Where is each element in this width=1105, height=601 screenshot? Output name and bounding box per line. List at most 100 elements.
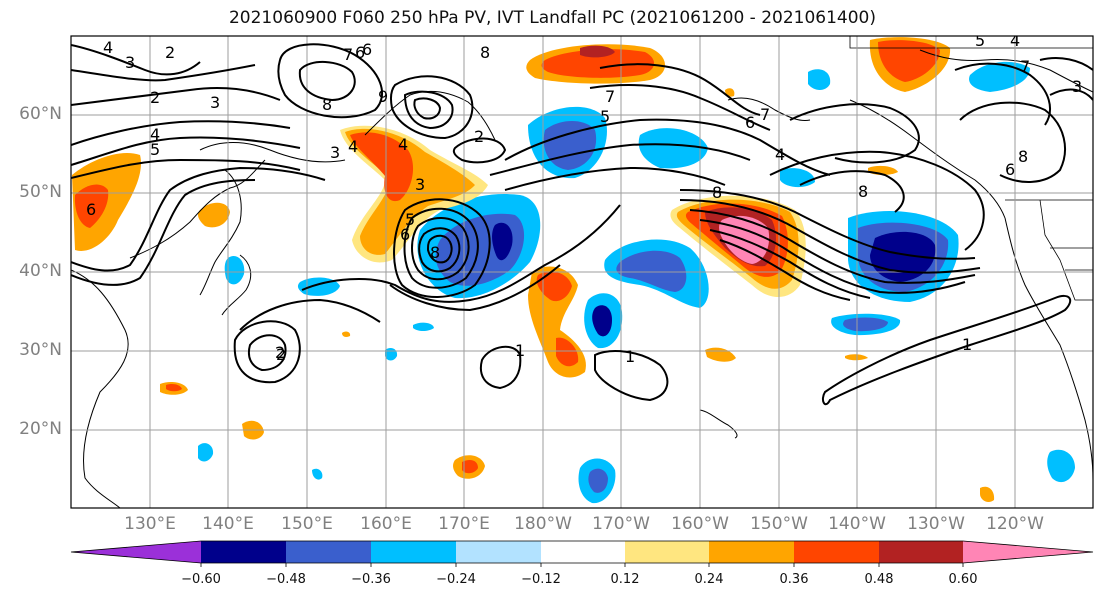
negative-anomaly-area <box>312 468 323 480</box>
contour-label: 1 <box>515 341 525 360</box>
lon-label-120w: 120°W <box>986 514 1044 534</box>
contour-label: 7 <box>1020 57 1030 76</box>
contour-label: 5 <box>600 107 610 126</box>
pv-contours <box>71 43 1093 406</box>
negative-anomaly-max <box>592 305 612 337</box>
positive-anomaly-area <box>197 202 230 228</box>
colorbar-tick-label: −0.24 <box>436 572 476 587</box>
positive-anomaly-area <box>980 486 995 503</box>
colorbar-segment <box>456 541 541 563</box>
lon-label-150e: 150°E <box>281 514 333 534</box>
positive-anomaly-core <box>878 40 940 82</box>
contour-label: 1 <box>962 335 972 354</box>
lat-label-40n: 40°N <box>19 261 62 281</box>
negative-anomaly-core <box>588 468 608 493</box>
negative-anomaly-core <box>616 250 687 292</box>
contour-label: 4 <box>398 135 408 154</box>
contour-label: 6 <box>355 43 365 62</box>
lat-label-50n: 50°N <box>19 182 62 202</box>
negative-anomaly-area <box>638 128 708 169</box>
contour-label: 4 <box>150 125 160 144</box>
lon-label-130e: 130°E <box>124 514 176 534</box>
lon-label-160w: 160°W <box>671 514 729 534</box>
contour-label: 3 <box>1072 77 1082 96</box>
positive-anomaly-core <box>350 132 414 202</box>
colorbar-segment <box>794 541 879 563</box>
contour-label: 7 <box>343 45 353 64</box>
contour-label: 2 <box>275 343 285 362</box>
positive-anomaly-max <box>580 45 615 58</box>
colorbar-segment <box>709 541 794 563</box>
contour-label: 3 <box>415 175 425 194</box>
contour-label: 9 <box>378 87 388 106</box>
positive-anomaly-core <box>556 337 579 367</box>
positive-anomaly-core <box>166 384 182 392</box>
contour-label: 4 <box>103 38 113 57</box>
contour-label: 4 <box>775 145 785 164</box>
contour-label: 2 <box>165 43 175 62</box>
colorbar-segment <box>71 541 201 563</box>
gridlines <box>71 36 1093 508</box>
positive-anomaly-core <box>536 271 572 302</box>
contour-label: 4 <box>1010 31 1020 50</box>
colorbar-tick-label: 0.48 <box>864 572 894 587</box>
lon-label-170e: 170°E <box>438 514 490 534</box>
contour-label: 8 <box>480 43 490 62</box>
contour-label: 8 <box>1018 147 1028 166</box>
colorbar-segment <box>879 541 963 563</box>
contour-label: 5 <box>150 140 160 159</box>
lon-label-140e: 140°E <box>202 514 254 534</box>
borders <box>849 36 1093 301</box>
positive-anomaly-core <box>541 49 655 78</box>
colorbar-segment <box>963 541 1093 563</box>
lat-label-30n: 30°N <box>19 340 62 360</box>
colorbar-tick-label: −0.36 <box>351 572 391 587</box>
colorbar-tick-label: 0.36 <box>779 572 809 587</box>
contour-label: 6 <box>362 40 372 59</box>
contour-label: 7 <box>605 87 615 106</box>
colorbar-ticks <box>200 563 964 567</box>
contour-label: 4 <box>348 137 358 156</box>
coastlines <box>71 49 1093 508</box>
colorbar-tick-label: 0.12 <box>610 572 640 587</box>
contour-label: 7 <box>760 105 770 124</box>
contour-label: 5 <box>405 210 415 229</box>
colorbar-segment <box>201 541 286 563</box>
colorbar-segment <box>625 541 709 563</box>
lon-label-160e: 160°E <box>360 514 412 534</box>
colorbar <box>70 540 1094 567</box>
negative-anomaly-area <box>413 322 434 331</box>
map-title: 2021060900 F060 250 hPa PV, IVT Landfall… <box>228 8 876 28</box>
contour-label: 1 <box>625 347 635 366</box>
contour-labels: 4 3 2 2 3 4 5 3 4 6 6 7 6 8 9 2 3 4 5 6 … <box>86 31 1082 366</box>
colorbar-tick-label: 0.24 <box>694 572 724 587</box>
contour-label: 2 <box>474 127 484 146</box>
lon-label-150w: 150°W <box>750 514 808 534</box>
contour-label: 8 <box>712 183 722 202</box>
contour-label: 3 <box>330 143 340 162</box>
contour-label: 8 <box>430 243 440 262</box>
colorbar-tick-label: −0.60 <box>181 572 221 587</box>
positive-anomaly-core <box>462 460 478 474</box>
negative-anomaly-area <box>224 255 245 285</box>
map-layers: 4 3 2 2 3 4 5 3 4 6 6 7 6 8 9 2 3 4 5 6 … <box>71 31 1093 508</box>
map-frame <box>70 35 1094 509</box>
lat-label-20n: 20°N <box>19 419 62 439</box>
negative-anomaly-area <box>198 443 214 462</box>
contour-label: 2 <box>150 88 160 107</box>
colorbar-segment <box>541 541 625 563</box>
colorbar-tick-label: −0.48 <box>266 572 306 587</box>
negative-anomaly-area <box>808 69 831 90</box>
lon-label-180w: 180°W <box>514 514 572 534</box>
colorbar-tick-label: −0.12 <box>521 572 561 587</box>
colorbar-tick-label: 0.60 <box>948 572 978 587</box>
contour-label: 6 <box>745 113 755 132</box>
positive-anomaly-area <box>342 331 351 337</box>
positive-anomaly-core <box>74 184 109 228</box>
colorbar-segment <box>286 541 371 563</box>
contour-label: 2 <box>276 345 286 364</box>
negative-anomaly-max <box>492 222 513 261</box>
lon-label-140w: 140°W <box>828 514 886 534</box>
negative-anomaly-area <box>1047 449 1075 483</box>
